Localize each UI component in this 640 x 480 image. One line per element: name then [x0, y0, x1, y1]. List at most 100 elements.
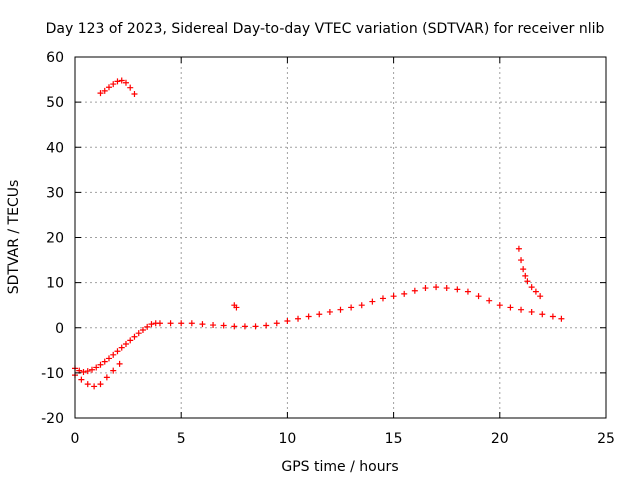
data-point: [263, 322, 270, 329]
data-point: [520, 266, 527, 273]
data-point: [284, 317, 291, 324]
data-point: [464, 288, 471, 295]
data-point: [97, 361, 104, 368]
data-point: [401, 290, 408, 297]
data-point: [539, 311, 546, 318]
y-tick-label: 60: [46, 50, 64, 66]
y-axis-label: SDTVAR / TECUs: [6, 180, 22, 295]
series-late-arc: [515, 245, 544, 300]
data-point: [220, 322, 227, 329]
x-tick-label: 15: [385, 431, 403, 447]
data-point: [369, 298, 376, 305]
data-point: [188, 320, 195, 327]
data-point: [103, 374, 110, 381]
y-tick-label: 40: [46, 140, 64, 156]
data-point: [114, 348, 121, 355]
data-point: [101, 358, 108, 365]
data-point: [135, 330, 142, 337]
data-point: [337, 306, 344, 313]
y-tick-label: -20: [41, 411, 64, 427]
data-point: [422, 285, 429, 292]
data-point: [241, 323, 248, 330]
data-point: [97, 381, 104, 388]
series-upper-arc: [97, 77, 138, 98]
data-point: [295, 315, 302, 322]
y-tick-label: 10: [46, 276, 64, 292]
data-point: [507, 304, 514, 311]
data-point: [252, 323, 259, 330]
x-tick-label: 5: [177, 431, 186, 447]
data-point: [156, 320, 163, 327]
data-point: [305, 313, 312, 320]
data-point: [515, 245, 522, 252]
axis-ticks: 0 5 10 15 20 25 -20 -10 0 10 20 30 40 50 60: [41, 50, 615, 447]
data-point: [528, 284, 535, 291]
data-point: [231, 323, 238, 330]
data-point: [167, 320, 174, 327]
data-point: [528, 308, 535, 315]
data-point: [110, 351, 117, 358]
data-point: [518, 257, 525, 264]
data-point: [88, 366, 95, 373]
data-point: [210, 322, 217, 329]
data-point: [326, 308, 333, 315]
x-tick-label: 0: [71, 431, 80, 447]
data-point: [532, 288, 539, 295]
data-point: [411, 287, 418, 294]
data-point: [549, 313, 556, 320]
chart-title: Day 123 of 2023, Sidereal Day-to-day VTE…: [46, 21, 605, 37]
series-lower-band: [72, 284, 565, 375]
data-point: [84, 368, 91, 375]
data-point: [199, 321, 206, 328]
data-point: [101, 87, 108, 94]
data-point: [148, 321, 155, 328]
y-tick-label: 20: [46, 231, 64, 247]
data-point: [78, 376, 85, 383]
data-point: [233, 304, 240, 311]
data-point: [93, 364, 100, 371]
data-point: [379, 295, 386, 302]
data-point: [110, 367, 117, 374]
y-tick-label: 0: [55, 321, 64, 337]
data-point: [127, 84, 134, 91]
data-point: [116, 360, 123, 367]
data-point: [558, 315, 565, 322]
y-tick-label: -10: [41, 366, 64, 382]
data-point: [131, 91, 138, 98]
data-point: [496, 302, 503, 309]
data-point: [105, 355, 112, 362]
data-point: [122, 79, 129, 86]
series-short-arc: [231, 302, 240, 311]
x-tick-label: 10: [278, 431, 296, 447]
x-tick-label: 20: [491, 431, 509, 447]
data-point: [316, 311, 323, 318]
data-point: [433, 284, 440, 291]
data-point: [390, 293, 397, 300]
grid-lines: [75, 57, 606, 418]
data-point: [443, 285, 450, 292]
data-point: [358, 302, 365, 309]
data-points: [72, 77, 565, 390]
data-point: [84, 381, 91, 388]
data-point: [122, 340, 129, 347]
data-point: [518, 306, 525, 313]
data-point: [105, 84, 112, 91]
data-point: [131, 333, 138, 340]
data-point: [97, 90, 104, 97]
data-point: [537, 293, 544, 300]
data-point: [118, 344, 125, 351]
data-point: [348, 304, 355, 311]
y-tick-label: 30: [46, 185, 64, 201]
data-point: [273, 320, 280, 327]
data-point: [178, 320, 185, 327]
x-tick-label: 25: [597, 431, 615, 447]
data-point: [144, 323, 151, 330]
data-point: [91, 383, 98, 390]
data-point: [110, 81, 117, 88]
data-point: [475, 293, 482, 300]
y-tick-label: 50: [46, 95, 64, 111]
data-point: [114, 78, 121, 85]
data-point: [486, 297, 493, 304]
data-point: [522, 272, 529, 279]
